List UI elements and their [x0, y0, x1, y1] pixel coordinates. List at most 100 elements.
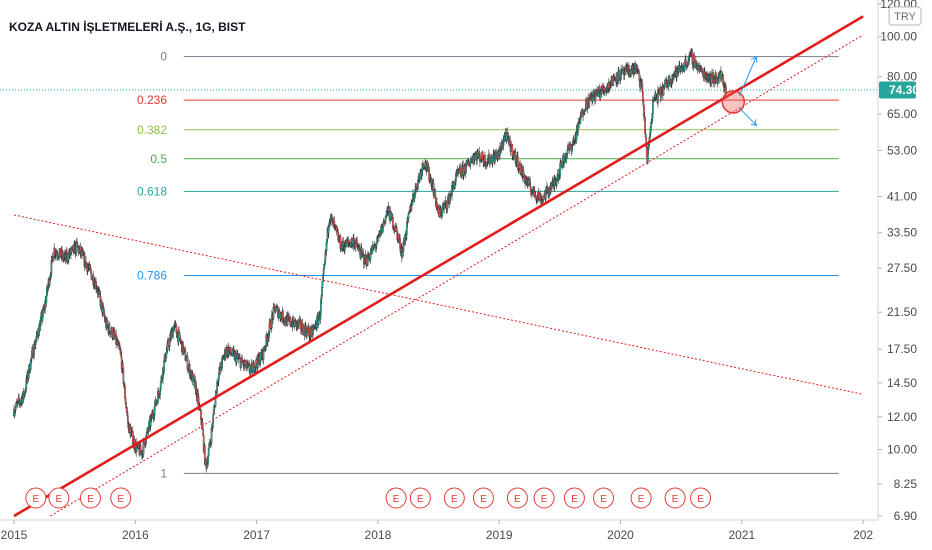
earnings-marker[interactable]: [630, 487, 652, 509]
price-tick-label: 53.00: [887, 144, 917, 158]
earnings-label: E: [600, 494, 607, 505]
candle-body: [124, 386, 126, 399]
earnings-marker[interactable]: [25, 487, 47, 509]
price-tick-label: 10.00: [887, 442, 917, 456]
time-axis[interactable]: 2015 2016 2017 2018 2019 2020 2021 202: [0, 519, 878, 542]
last-price-value: 74.30: [889, 83, 919, 97]
price-tick-label: 6.90: [894, 509, 918, 523]
candle-body: [168, 338, 171, 347]
projection-marker: [721, 55, 758, 126]
fib-level-label: 0.382: [137, 123, 167, 137]
time-tick-label: 2019: [486, 528, 513, 542]
fib-level-label: 1: [160, 466, 167, 480]
currency-badge[interactable]: TRY: [888, 6, 922, 26]
earnings-label: E: [87, 494, 94, 505]
price-tick-label: 120.00: [880, 0, 917, 11]
price-tick-label: 27.50: [887, 261, 917, 275]
fibonacci-levels: 0 0.236 0.382 0.5 0.618 0.786 1: [0, 50, 878, 480]
earnings-marker[interactable]: [533, 487, 555, 509]
time-tick-label: 2021: [728, 528, 755, 542]
projection-arrow-down-head: [750, 119, 758, 126]
earnings-marker[interactable]: [385, 487, 407, 509]
price-tick-label: 100.00: [880, 30, 917, 44]
price-tick-label: 33.50: [887, 226, 917, 240]
projection-arrow-up: [738, 56, 757, 97]
candle-body: [108, 323, 111, 332]
earnings-marker[interactable]: [593, 487, 615, 509]
candle-body: [560, 163, 563, 166]
candle-body: [489, 161, 491, 164]
price-tick-label: 41.00: [887, 190, 917, 204]
earnings-marker[interactable]: [79, 487, 101, 509]
fib-level-label: 0.236: [137, 93, 167, 107]
candle-body: [522, 170, 525, 177]
fib-level-label: 0.5: [150, 152, 167, 166]
currency-label: TRY: [894, 11, 916, 23]
chart-title: KOZA ALTIN İŞLETMELERİ A.Ş., 1G, BIST: [9, 19, 246, 34]
earnings-marker[interactable]: [443, 487, 465, 509]
candle-body: [577, 122, 579, 133]
time-tick-label: 2020: [607, 528, 634, 542]
price-tick-label: 21.50: [887, 305, 917, 319]
projection-arrow-down: [738, 107, 757, 126]
candle-body: [652, 100, 654, 114]
earnings-label: E: [56, 494, 63, 505]
candle-body: [100, 299, 103, 303]
time-tick-label: 2017: [243, 528, 270, 542]
trendline-solid[interactable]: [13, 15, 864, 518]
candle-body: [550, 187, 553, 193]
candle-body: [392, 217, 394, 229]
price-tick-label: 80.00: [887, 70, 917, 84]
earnings-marker[interactable]: [506, 487, 528, 509]
candle-body: [517, 156, 519, 170]
candle-body: [273, 305, 276, 308]
candle-body: [335, 226, 338, 231]
earnings-label: E: [697, 494, 704, 505]
candlestick-series: [13, 48, 727, 473]
time-tick-label: 202: [853, 528, 873, 542]
earnings-label: E: [480, 494, 487, 505]
earnings-label: E: [541, 494, 548, 505]
projection-circle[interactable]: [721, 90, 746, 114]
earnings-label: E: [571, 494, 578, 505]
candle-body: [289, 317, 292, 325]
candle-body: [163, 360, 165, 372]
candle-body: [34, 340, 37, 345]
trendline-dotted[interactable]: [13, 214, 864, 395]
price-tick-label: 12.00: [887, 410, 917, 424]
candle-body: [347, 240, 350, 243]
earnings-marker[interactable]: [563, 487, 585, 509]
price-tick-label: 14.50: [887, 376, 917, 390]
price-axis[interactable]: 120.00 100.00 80.00 65.00 53.00 41.00 33.50 27.…: [877, 0, 918, 523]
time-tick-label: 2016: [122, 528, 149, 542]
earnings-label: E: [32, 494, 39, 505]
candle-body: [321, 287, 323, 296]
earnings-label: E: [417, 494, 424, 505]
fib-level-label: 0: [160, 50, 167, 64]
earnings-marker[interactable]: [690, 487, 712, 509]
earnings-label: E: [672, 494, 679, 505]
fib-level-label: 0.618: [137, 184, 167, 198]
candle-body: [474, 154, 476, 161]
earnings-marker[interactable]: [110, 487, 132, 509]
fib-level-label: 0.786: [137, 268, 167, 282]
last-price-badge: 74.30: [879, 81, 919, 99]
earnings-marker[interactable]: [409, 487, 431, 509]
candle-body: [638, 71, 640, 74]
earnings-label: E: [514, 494, 521, 505]
price-tick-label: 65.00: [887, 107, 917, 121]
candle-body: [407, 213, 410, 219]
candle-body: [175, 325, 178, 333]
projection-arrow-up-head: [750, 55, 758, 63]
earnings-marker[interactable]: [48, 487, 70, 509]
earnings-marker[interactable]: [472, 487, 494, 509]
trendlines: [13, 15, 864, 518]
trendline-dotted[interactable]: [50, 34, 864, 517]
price-tick-label: 17.50: [887, 342, 917, 356]
time-tick-label: 2018: [365, 528, 392, 542]
earnings-marker[interactable]: [664, 487, 686, 509]
earnings-label: E: [393, 494, 400, 505]
earnings-label: E: [117, 494, 124, 505]
